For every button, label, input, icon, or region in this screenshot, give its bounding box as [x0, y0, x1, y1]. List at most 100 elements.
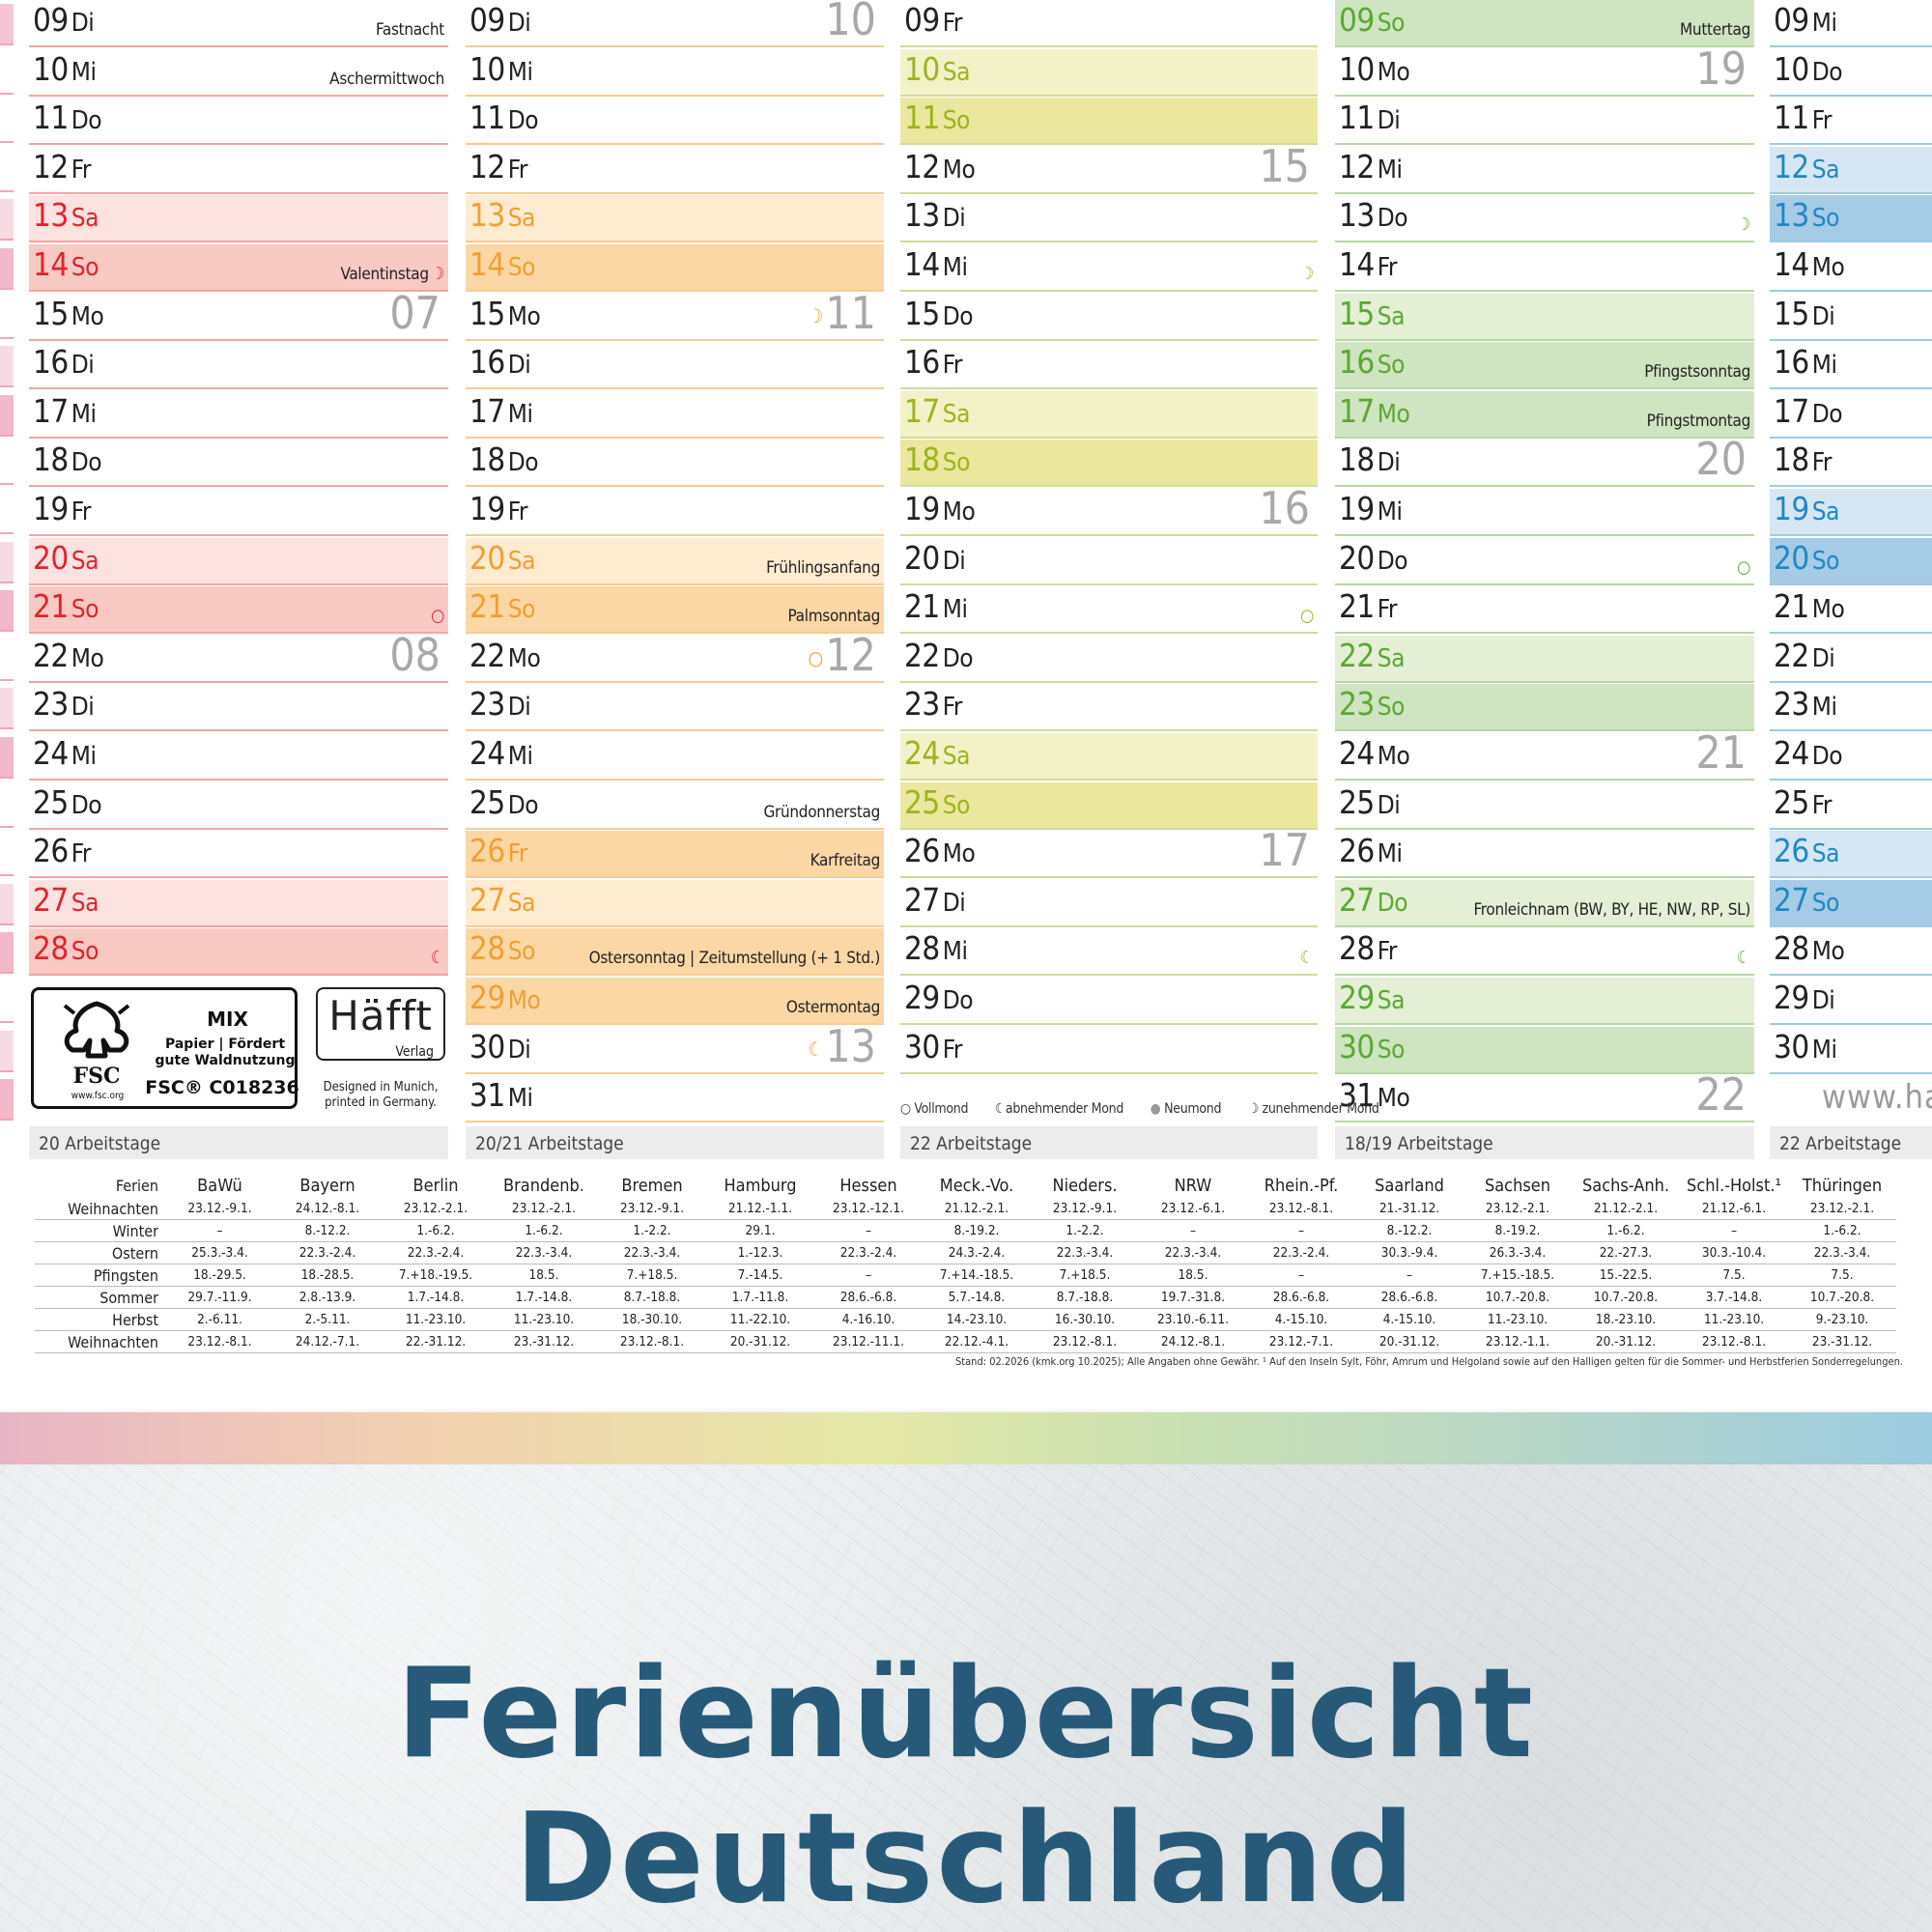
prev-month-stub — [0, 590, 14, 633]
day-row: 17 Mi — [466, 391, 884, 439]
weekday: Mi — [942, 937, 968, 967]
weekday: Mi — [507, 742, 533, 771]
weekday: Di — [507, 693, 531, 723]
ferien-cell: 8.-12.2. — [273, 1219, 382, 1242]
weekday: Do — [1377, 888, 1408, 918]
moon-phase-icon: ☽ — [1299, 264, 1315, 284]
moon-phase-icon: ☾ — [1736, 948, 1751, 969]
weekday: Di — [1377, 790, 1401, 820]
ferien-cell: – — [166, 1219, 273, 1242]
ferien-cell: 24.12.-8.1. — [1139, 1330, 1247, 1353]
day-row: 14 Fr — [1335, 244, 1754, 292]
day-row: 24 Sa — [900, 733, 1318, 781]
weekday: Di — [507, 351, 531, 381]
holiday-label: ○ — [1298, 607, 1314, 626]
day-number: 09 Di — [469, 1, 531, 39]
holiday-label: Aschermittwoch — [329, 69, 444, 89]
weekday: So — [71, 253, 99, 282]
day-row: 19 Sa — [1770, 489, 1932, 536]
day-row: 16 So Pfingstsonntag — [1335, 342, 1754, 390]
prev-month-stub — [0, 443, 14, 486]
weekday: So — [1377, 1035, 1406, 1065]
day-row: 16 Fr — [900, 342, 1318, 390]
fsc-description: Papier | Fördert gute Waldnutzung — [155, 1037, 296, 1068]
ferien-cell: 7.5. — [1680, 1264, 1788, 1287]
ferien-cell: 18.5. — [490, 1264, 598, 1287]
day-number: 17 Do — [1774, 391, 1843, 430]
weekday: Mo — [942, 497, 976, 526]
day-number: 12 Sa — [1774, 147, 1839, 185]
holiday-label: ☽ — [1735, 215, 1751, 235]
day-row: 15 Do — [900, 294, 1318, 341]
day-row: 22 Mo 08 — [29, 630, 448, 683]
day-row: 11 Do — [29, 98, 448, 146]
ferien-row: Weihnachten 23.12.-8.1. 24.12.-7.1. 22.-31.… — [35, 1330, 1896, 1353]
day-number: 17 Sa — [904, 391, 970, 430]
holiday-label: Fronleichnam (BW, BY, HE, NW, RP, SL) — [1473, 899, 1751, 920]
day-row: 19 Fr — [29, 489, 448, 536]
day-number: 21 Mi — [904, 587, 968, 626]
day-number: 12 Fr — [33, 147, 91, 185]
weekday: Sa — [1377, 301, 1406, 331]
week-number: ☽11 — [808, 286, 876, 339]
weekday: So — [1811, 888, 1840, 918]
ferien-cell: 10.7.-20.8. — [1788, 1286, 1896, 1309]
holiday-label: Pfingstmontag — [1646, 411, 1751, 431]
day-number: 23 So — [1339, 685, 1405, 724]
day-number: 27 Sa — [469, 880, 535, 919]
weekday: Sa — [71, 546, 99, 576]
day-number: 26 Sa — [1774, 832, 1839, 870]
ferien-cell: 18.5. — [1139, 1264, 1247, 1287]
day-number: 11 Do — [469, 99, 539, 137]
moon-legend: ○ Vollmond ☾abnehmender Mond ● Neumond ☽… — [900, 1101, 1403, 1117]
weekday: Mo — [507, 986, 541, 1015]
ferien-cell: 10.7.-20.8. — [1572, 1286, 1680, 1309]
ferien-row: Ostern 25.3.-3.4. 22.3.-2.4. 22.3.-2.4. 22.3… — [35, 1241, 1896, 1264]
day-row: 27 Sa — [466, 879, 884, 927]
day-row: 17 Sa — [900, 390, 1318, 439]
weekday: Mo — [1377, 742, 1410, 771]
holiday-label: ○ — [429, 607, 444, 626]
legend-vollmond: ○ Vollmond — [900, 1101, 969, 1117]
moon-phase-icon: ○ — [431, 606, 444, 627]
fsc-mix-label: MIX — [207, 1008, 248, 1031]
day-number: 19 Mo — [904, 490, 976, 527]
day-number: 30 Mi — [1774, 1027, 1837, 1065]
ferien-cell: 25.3.-3.4. — [166, 1241, 273, 1264]
weekday: So — [507, 595, 536, 625]
prev-month-stub — [0, 883, 14, 925]
day-row: 21 Fr — [1335, 586, 1754, 635]
weekday: Sa — [1811, 497, 1840, 526]
day-number: 24 Do — [1774, 734, 1843, 772]
prev-month-stub — [0, 394, 14, 437]
ferien-cell: – — [1680, 1219, 1788, 1242]
weekday: Di — [507, 1035, 531, 1065]
calendar-sheet: 09 Di Fastnacht 10 Mi Aschermittwoch 11 Do 12 Fr 1… — [0, 0, 1932, 1368]
prev-month-stub — [0, 493, 14, 534]
ferien-cell: 21.12.-1.1. — [706, 1198, 814, 1220]
week-number: ☾13 — [808, 1019, 876, 1072]
ferien-cell: 4.-15.10. — [1247, 1308, 1355, 1331]
ferien-cell: 18.-28.5. — [273, 1264, 382, 1287]
day-row: 09 So Muttertag — [1335, 0, 1754, 47]
day-row: 13 Di — [900, 195, 1318, 243]
weekday: Mi — [942, 253, 968, 282]
weekday: Fr — [942, 693, 963, 723]
day-row: 18 So — [900, 440, 1318, 488]
day-row: 28 Fr ☾ — [1335, 928, 1754, 977]
ferien-cell: 7.5. — [1788, 1264, 1896, 1287]
weekday: Do — [71, 448, 102, 478]
day-row: 31 Mi — [466, 1075, 884, 1123]
weekday: Di — [71, 351, 95, 381]
weekday: Di — [1811, 643, 1835, 673]
day-row: 28 Mi ☾ — [900, 928, 1318, 977]
ferien-cell: 11.-23.10. — [1680, 1308, 1788, 1331]
weekday: Mo — [507, 301, 541, 331]
day-number: 21 Fr — [1339, 587, 1397, 626]
ferien-cell: 20.-31.12. — [706, 1330, 814, 1353]
day-row: 15 Mo ☽11 — [466, 288, 884, 341]
fsc-tree-icon — [63, 1001, 130, 1059]
ferien-cell: 23.12.-6.1. — [1139, 1198, 1247, 1220]
day-row: 10 Mo 19 — [1335, 43, 1754, 97]
day-row: 23 Fr — [900, 684, 1318, 732]
